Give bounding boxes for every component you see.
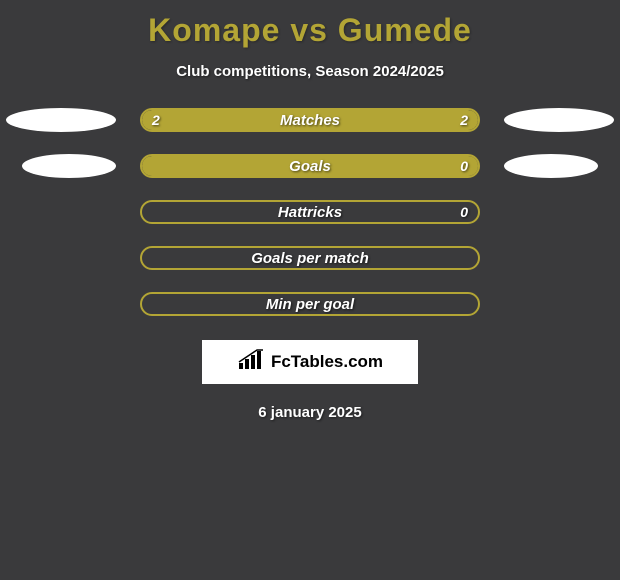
stat-value-left: 2 <box>152 112 160 128</box>
right-ellipse-col <box>480 154 620 178</box>
left-ellipse <box>22 154 116 178</box>
stat-label: Goals <box>142 158 478 175</box>
stat-row: Hattricks0 <box>0 200 620 224</box>
stat-value-right: 0 <box>460 204 468 220</box>
infographic-container: Komape vs Gumede Club competitions, Seas… <box>0 0 620 580</box>
stat-label: Goals per match <box>142 250 478 267</box>
stats-rows: Matches22Goals0Hattricks0Goals per match… <box>0 108 620 316</box>
stat-row: Goals0 <box>0 154 620 178</box>
stat-bar: Matches2 2 <box>140 108 480 132</box>
stat-bar: Goals per match <box>140 246 480 270</box>
stat-row: Goals per match <box>0 246 620 270</box>
left-ellipse-col <box>0 154 140 178</box>
right-ellipse <box>504 154 598 178</box>
right-ellipse-col <box>480 108 620 132</box>
date-text: 6 january 2025 <box>258 404 361 421</box>
title-vs: vs <box>290 12 328 48</box>
stat-label: Matches <box>142 112 478 129</box>
logo-text: FcTables.com <box>271 352 383 372</box>
stat-row: Matches2 2 <box>0 108 620 132</box>
logo-box: FcTables.com <box>202 340 418 384</box>
title-player2: Gumede <box>338 12 472 48</box>
right-ellipse <box>504 108 614 132</box>
stat-row: Min per goal <box>0 292 620 316</box>
page-title: Komape vs Gumede <box>148 12 472 49</box>
stat-value-right: 2 <box>460 112 468 128</box>
subtitle: Club competitions, Season 2024/2025 <box>176 63 444 80</box>
stat-bar: Hattricks0 <box>140 200 480 224</box>
stat-bar: Goals0 <box>140 154 480 178</box>
left-ellipse-col <box>0 108 140 132</box>
stat-label: Min per goal <box>142 296 478 313</box>
left-ellipse <box>6 108 116 132</box>
stat-label: Hattricks <box>142 204 478 221</box>
chart-icon <box>237 349 265 376</box>
title-player1: Komape <box>148 12 280 48</box>
stat-value-right: 0 <box>460 158 468 174</box>
stat-bar: Min per goal <box>140 292 480 316</box>
